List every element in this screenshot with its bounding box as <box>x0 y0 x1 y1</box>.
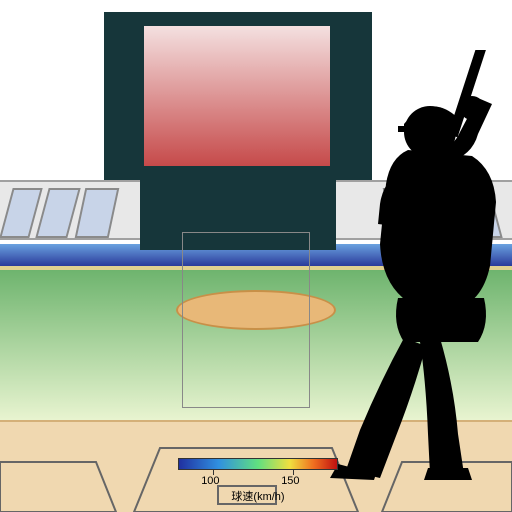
strike-zone <box>182 232 310 408</box>
legend-tick-label: 150 <box>281 475 299 487</box>
legend-colorbar <box>178 458 338 470</box>
legend-tick-label: 100 <box>201 475 219 487</box>
legend-label: 球速(km/h) <box>178 488 338 504</box>
speed-legend: 100150 球速(km/h) <box>178 458 338 500</box>
batter-silhouette <box>312 50 512 480</box>
pitch-diagram: 100 150 球速(km/h) <box>0 0 512 512</box>
scoreboard-screen <box>144 26 330 166</box>
